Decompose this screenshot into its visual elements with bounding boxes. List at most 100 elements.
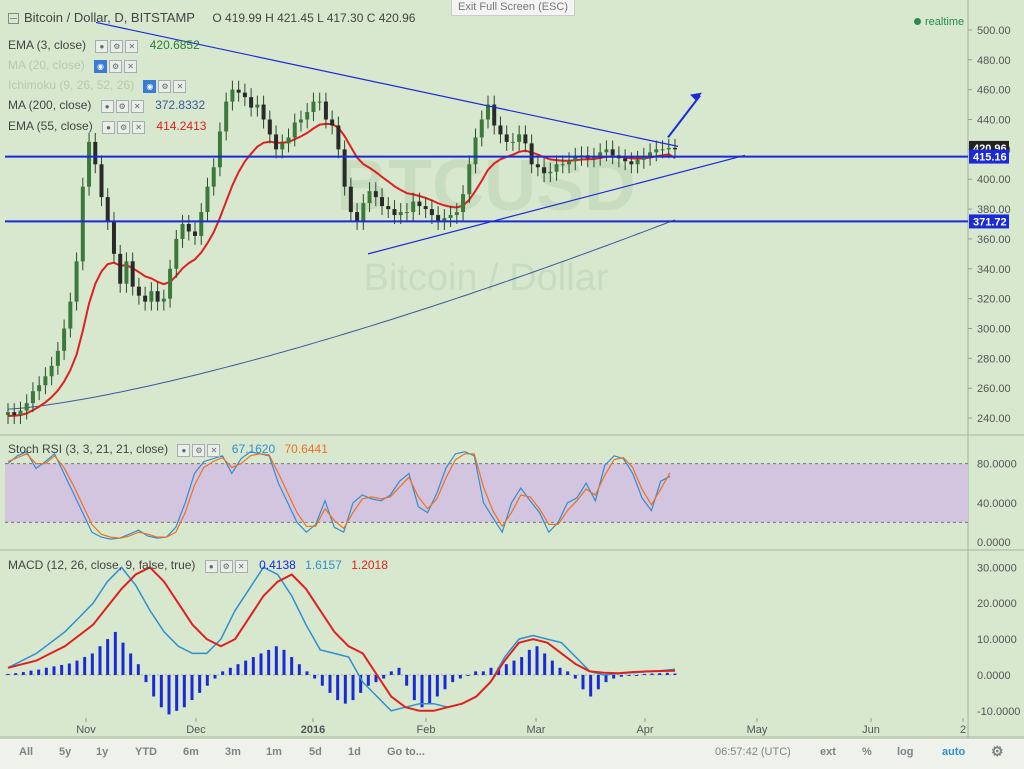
bottom-toolbar: All 5y 1y YTD 6m 3m 1m 5d 1d Go to... 06…: [0, 738, 1024, 769]
exit-fullscreen-button[interactable]: Exit Full Screen (ESC): [451, 0, 575, 16]
macd-histogram-bar: [60, 664, 64, 675]
hidden-eye-icon[interactable]: ◉: [143, 79, 157, 93]
clock: 06:57:42 (UTC): [715, 746, 791, 758]
visibility-icon[interactable]: ●: [100, 99, 114, 113]
log-toggle[interactable]: log: [897, 746, 914, 758]
macd-histogram-bar: [428, 674, 432, 704]
visibility-icon[interactable]: ●: [95, 39, 109, 53]
close-icon[interactable]: ✕: [130, 99, 144, 113]
legend-ichimoku[interactable]: Ichimoku (9, 26, 52, 26) ◉ ⚙ ✕: [8, 78, 188, 93]
auto-toggle[interactable]: auto: [942, 746, 966, 758]
range-6m-button[interactable]: 6m: [183, 746, 199, 758]
candle-body: [392, 209, 397, 216]
arrow-head-icon: [690, 92, 702, 101]
close-icon[interactable]: ✕: [207, 443, 221, 457]
close-icon[interactable]: ✕: [124, 59, 138, 73]
settings-icon[interactable]: ⚙: [117, 120, 131, 134]
close-icon[interactable]: ✕: [173, 79, 187, 93]
x-tick-label: 2: [960, 724, 966, 736]
macd-histogram-bar: [635, 674, 639, 676]
candle-body: [666, 147, 671, 150]
macd-y-tick-label: 10.0000: [977, 634, 1017, 646]
candle-body: [479, 119, 484, 138]
macd-histogram-bar: [366, 674, 370, 686]
macd-histogram-bar: [466, 674, 470, 676]
legend-buttons: ● ⚙ ✕: [100, 99, 146, 113]
range-3m-button[interactable]: 3m: [225, 746, 241, 758]
collapse-icon[interactable]: [8, 13, 19, 25]
range-ytd-button[interactable]: YTD: [135, 746, 157, 758]
macd-histogram-bar: [504, 664, 508, 675]
settings-icon[interactable]: ⚙: [115, 99, 129, 113]
macd-histogram-bar: [619, 674, 623, 677]
settings-icon[interactable]: ⚙: [219, 559, 233, 573]
legend-ma20[interactable]: MA (20, close) ◉ ⚙ ✕: [8, 58, 139, 73]
settings-icon[interactable]: ⚙: [158, 79, 172, 93]
candle-body: [504, 134, 509, 142]
range-5d-button[interactable]: 5d: [309, 746, 322, 758]
range-1d-button[interactable]: 1d: [348, 746, 361, 758]
legend-buttons: ◉ ⚙ ✕: [143, 79, 188, 93]
settings-gear-icon[interactable]: ⚙: [991, 743, 1004, 759]
candle-body: [186, 224, 191, 232]
visibility-icon[interactable]: ●: [204, 559, 218, 573]
candle-body: [49, 365, 54, 377]
visibility-icon[interactable]: ●: [177, 443, 191, 457]
macd-histogram-bar: [129, 653, 133, 675]
macd-histogram-bar: [320, 674, 324, 686]
macd-histogram-bar: [382, 674, 386, 679]
hidden-eye-icon[interactable]: ◉: [94, 59, 108, 73]
macd-histogram-bar: [642, 673, 646, 675]
range-all-button[interactable]: All: [19, 746, 34, 758]
legend-macd[interactable]: MACD (12, 26, close, 9, false, true) ● ⚙ ✕…: [8, 558, 388, 573]
stoch-y-tick-label: 40.0000: [977, 498, 1017, 510]
candle-body: [535, 164, 540, 168]
range-5y-button[interactable]: 5y: [59, 746, 72, 758]
legend-buttons: ● ⚙ ✕: [204, 559, 250, 573]
candle-body: [230, 89, 235, 102]
x-tick-label: Jun: [862, 724, 880, 736]
watermark-name: Bitcoin / Dollar: [364, 257, 609, 299]
macd-histogram-bar: [152, 674, 156, 697]
range-1m-button[interactable]: 1m: [266, 746, 282, 758]
x-tick-label: Nov: [76, 724, 96, 736]
settings-icon[interactable]: ⚙: [110, 39, 124, 53]
stoch-y-tick-label: 0.0000: [977, 537, 1011, 549]
legend-ema55[interactable]: EMA (55, close) ● ⚙ ✕ 414.2413: [8, 119, 206, 134]
candle-body: [660, 149, 665, 151]
settings-icon[interactable]: ⚙: [192, 443, 206, 457]
macd-histogram-bar: [213, 674, 217, 679]
ext-toggle[interactable]: ext: [820, 746, 836, 758]
macd-histogram-bar: [596, 674, 600, 690]
legend-ma200[interactable]: MA (200, close) ● ⚙ ✕ 372.8332: [8, 98, 205, 113]
percent-toggle[interactable]: %: [862, 746, 872, 758]
macd-histogram-bar: [190, 674, 194, 701]
macd-histogram-bar: [328, 674, 332, 693]
trading-chart[interactable]: BTCUSD Bitcoin / Dollar Nov Dec 2016 Feb Mar Ap…: [0, 0, 1024, 738]
candle-body: [510, 141, 515, 143]
close-icon[interactable]: ✕: [125, 39, 139, 53]
goto-button[interactable]: Go to...: [387, 746, 425, 758]
candle-body: [429, 209, 434, 216]
legend-ema3[interactable]: EMA (3, close) ● ⚙ ✕ 420.6852: [8, 38, 200, 53]
macd-histogram-bar: [612, 674, 616, 679]
macd-histogram-bar: [44, 667, 48, 675]
candle-body: [648, 152, 653, 157]
close-icon[interactable]: ✕: [234, 559, 248, 573]
macd-histogram-bar: [21, 672, 25, 675]
candle-body: [280, 143, 285, 150]
macd-histogram-bar: [14, 673, 18, 675]
price-label-box: [969, 214, 1009, 229]
y-tick-label: 260.00: [977, 383, 1011, 395]
candle-body: [386, 206, 391, 210]
settings-icon[interactable]: ⚙: [109, 59, 123, 73]
candle-body: [610, 149, 615, 156]
range-1y-button[interactable]: 1y: [96, 746, 109, 758]
visibility-icon[interactable]: ●: [102, 120, 116, 134]
macd-histogram-bar: [412, 674, 416, 701]
legend-stoch-rsi[interactable]: Stoch RSI (3, 3, 21, 21, close) ● ⚙ ✕ 67.1…: [8, 442, 328, 457]
candle-body: [573, 156, 578, 162]
close-icon[interactable]: ✕: [132, 120, 146, 134]
x-tick-label: Dec: [186, 724, 206, 736]
candle-body: [373, 191, 378, 198]
